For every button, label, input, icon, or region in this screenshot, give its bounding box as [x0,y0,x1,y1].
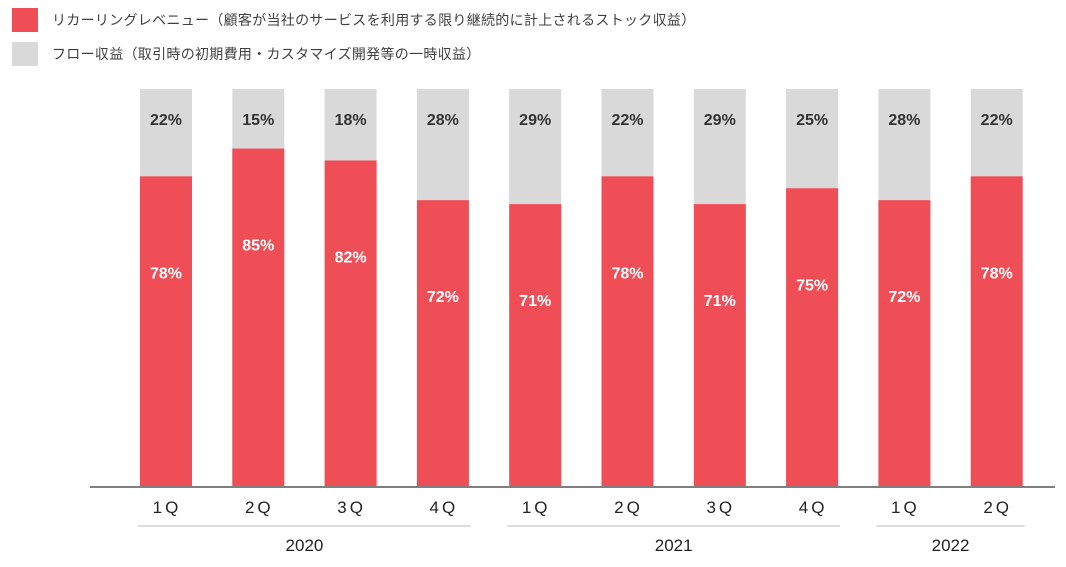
year-label: 2022 [932,536,970,555]
label-flow-4: 28% [427,112,459,129]
label-flow-10: 22% [981,112,1013,129]
legend-label-flow: フロー収益（取引時の初期費用・カスタマイズ開発等の一時収益） [52,47,481,63]
x-tick-label: 3Q [337,498,366,517]
bar-recurring-7 [693,204,746,486]
label-recurring-10: 78% [981,265,1013,282]
x-tick-label: 2Q [614,498,643,517]
label-recurring-9: 72% [888,289,920,306]
legend-label-recurring: リカーリングレベニュー（顧客が当社のサービスを利用する限り継続的に計上されるスト… [52,13,696,29]
year-label: 2020 [286,536,324,555]
bar-recurring-5 [509,204,562,486]
legend: リカーリングレベニュー（顧客が当社のサービスを利用する限り継続的に計上されるスト… [12,7,696,75]
label-flow-7: 29% [704,112,736,129]
year-label: 2021 [655,536,693,555]
label-recurring-4: 72% [427,289,459,306]
legend-item-flow: フロー収益（取引時の初期費用・カスタマイズ開発等の一時収益） [12,41,696,67]
label-recurring-1: 78% [150,265,182,282]
x-tick-label: 1Q [522,498,551,517]
label-recurring-5: 71% [519,293,551,310]
legend-item-recurring: リカーリングレベニュー（顧客が当社のサービスを利用する限り継続的に計上されるスト… [12,7,696,33]
label-recurring-3: 82% [335,249,367,266]
x-tick-label: 2Q [245,498,274,517]
bar-recurring-9 [878,200,931,486]
label-recurring-2: 85% [242,238,274,255]
x-tick-label: 4Q [799,498,828,517]
label-flow-5: 29% [519,112,551,129]
bar-recurring-2 [232,148,285,487]
bar-recurring-3 [324,160,377,486]
label-recurring-7: 71% [704,293,736,310]
x-tick-label: 2Q [983,498,1012,517]
bar-recurring-1 [140,176,192,486]
label-recurring-8: 75% [796,277,828,294]
bar-recurring-8 [786,188,839,486]
label-recurring-6: 78% [611,265,643,282]
bar-recurring-4 [416,200,469,486]
bar-recurring-10 [970,176,1023,486]
x-tick-label: 4Q [430,498,459,517]
legend-swatch-recurring [12,8,38,32]
label-flow-6: 22% [611,112,643,129]
bar-recurring-6 [601,176,654,486]
x-tick-label: 1Q [153,498,182,517]
label-flow-9: 28% [888,112,920,129]
label-flow-2: 15% [242,112,274,129]
label-flow-1: 22% [150,112,182,129]
x-tick-label: 1Q [891,498,920,517]
legend-swatch-flow [12,42,38,66]
x-tick-label: 3Q [706,498,735,517]
label-flow-3: 18% [335,112,367,129]
label-flow-8: 25% [796,112,828,129]
